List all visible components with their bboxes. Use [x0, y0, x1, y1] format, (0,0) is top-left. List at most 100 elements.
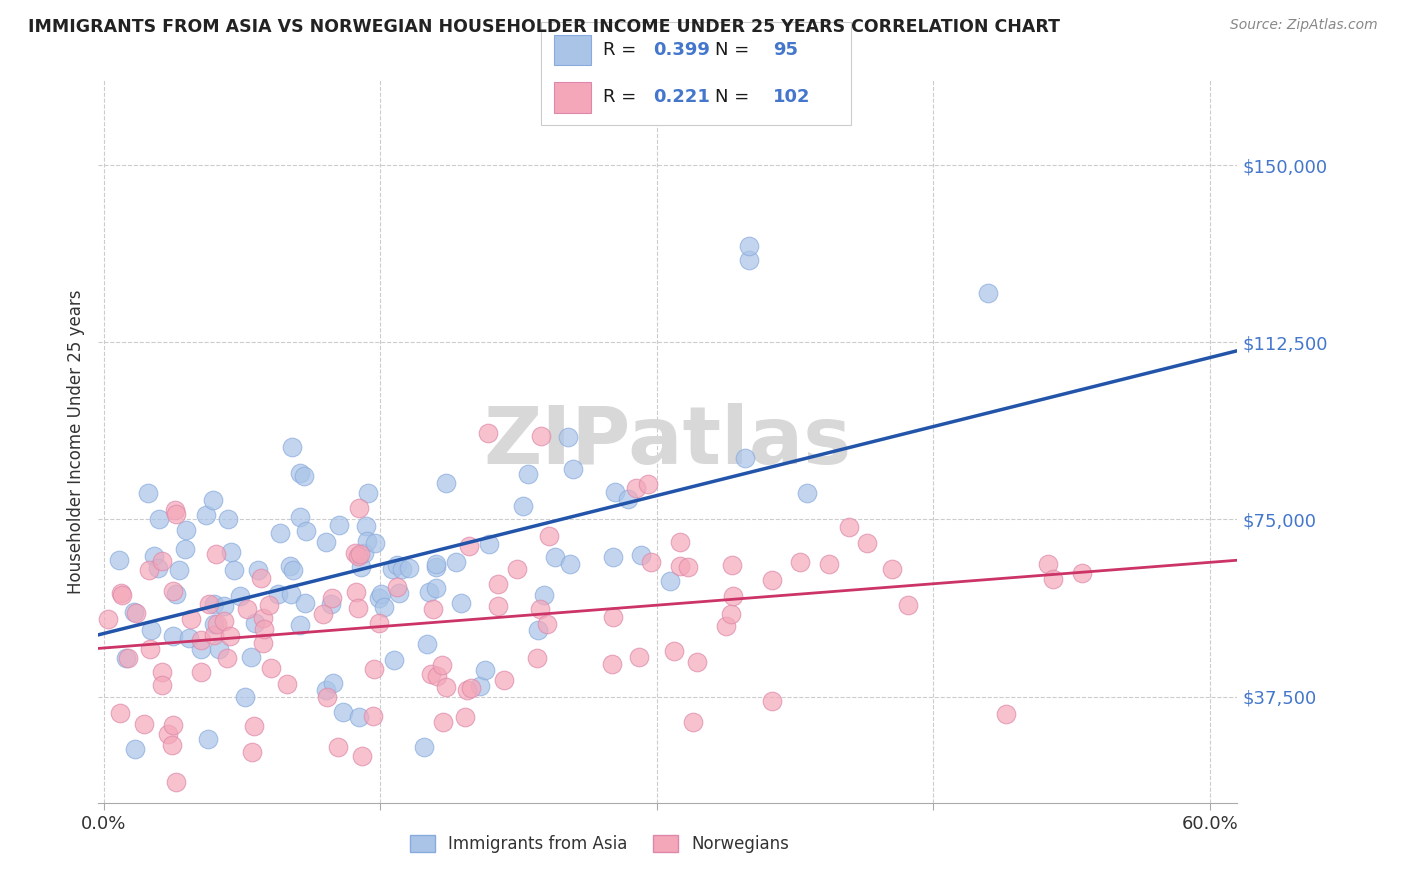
Point	[434, 475, 457, 490]
Point	[124, 605, 146, 619]
Point	[240, 649, 263, 664]
Point	[117, 651, 139, 665]
Point	[370, 587, 392, 601]
Point	[630, 548, 652, 562]
Point	[115, 651, 138, 665]
Point	[977, 285, 1000, 300]
Text: 0.399: 0.399	[652, 41, 710, 59]
Point	[533, 588, 555, 602]
Point	[202, 628, 225, 642]
Y-axis label: Householder Income Under 25 years: Householder Income Under 25 years	[66, 289, 84, 594]
Point	[426, 668, 449, 682]
Point	[538, 528, 561, 542]
Point	[332, 705, 354, 719]
Text: IMMIGRANTS FROM ASIA VS NORWEGIAN HOUSEHOLDER INCOME UNDER 25 YEARS CORRELATION : IMMIGRANTS FROM ASIA VS NORWEGIAN HOUSEH…	[28, 18, 1060, 36]
Point	[357, 485, 380, 500]
Point	[486, 577, 509, 591]
Point	[288, 618, 311, 632]
Point	[416, 638, 439, 652]
Point	[315, 535, 337, 549]
Point	[721, 589, 744, 603]
Point	[294, 596, 316, 610]
Text: Source: ZipAtlas.com: Source: ZipAtlas.com	[1230, 18, 1378, 32]
Point	[108, 553, 131, 567]
Point	[526, 651, 548, 665]
FancyBboxPatch shape	[554, 82, 591, 112]
Point	[995, 706, 1018, 721]
Point	[205, 617, 228, 632]
Point	[281, 563, 304, 577]
Point	[529, 601, 551, 615]
Point	[150, 678, 173, 692]
Point	[326, 740, 349, 755]
Point	[124, 742, 146, 756]
Point	[398, 561, 420, 575]
Point	[202, 617, 225, 632]
Point	[267, 587, 290, 601]
Point	[148, 512, 170, 526]
Point	[560, 558, 582, 572]
Point	[897, 599, 920, 613]
Text: 0.221: 0.221	[652, 88, 710, 106]
Point	[640, 555, 662, 569]
Point	[492, 673, 515, 687]
Point	[150, 553, 173, 567]
Point	[257, 599, 280, 613]
Point	[110, 586, 132, 600]
Point	[138, 641, 160, 656]
Point	[388, 586, 411, 600]
Point	[194, 508, 217, 522]
Point	[290, 510, 312, 524]
Point	[321, 591, 343, 605]
Point	[734, 450, 756, 465]
Point	[454, 709, 477, 723]
Point	[190, 632, 212, 647]
Point	[349, 710, 371, 724]
Point	[817, 558, 839, 572]
Text: R =: R =	[603, 88, 643, 106]
Point	[280, 586, 302, 600]
Point	[138, 563, 160, 577]
Point	[219, 629, 242, 643]
Point	[413, 740, 436, 755]
Point	[1042, 572, 1064, 586]
Point	[385, 580, 408, 594]
Point	[738, 252, 761, 267]
Point	[720, 607, 742, 621]
Point	[202, 493, 225, 508]
Point	[477, 426, 499, 441]
Point	[132, 717, 155, 731]
Point	[349, 547, 371, 561]
Point	[627, 650, 650, 665]
Point	[242, 719, 264, 733]
FancyBboxPatch shape	[541, 22, 851, 125]
Point	[425, 557, 447, 571]
Point	[682, 714, 704, 729]
Point	[202, 597, 225, 611]
Point	[796, 485, 818, 500]
Point	[212, 599, 235, 614]
Point	[138, 486, 160, 500]
Point	[243, 616, 266, 631]
Point	[536, 616, 558, 631]
Point	[512, 500, 534, 514]
Point	[322, 676, 344, 690]
Point	[252, 611, 274, 625]
Point	[434, 680, 457, 694]
Point	[368, 591, 391, 605]
Point	[738, 238, 761, 252]
Point	[363, 708, 385, 723]
Point	[108, 706, 131, 721]
Point	[616, 491, 638, 506]
Point	[450, 596, 472, 610]
Point	[789, 555, 811, 569]
Point	[425, 560, 447, 574]
Point	[603, 484, 626, 499]
Point	[458, 539, 481, 553]
Point	[236, 602, 259, 616]
Point	[425, 581, 447, 595]
Point	[246, 563, 269, 577]
Point	[249, 571, 271, 585]
Point	[219, 544, 242, 558]
Point	[676, 559, 699, 574]
